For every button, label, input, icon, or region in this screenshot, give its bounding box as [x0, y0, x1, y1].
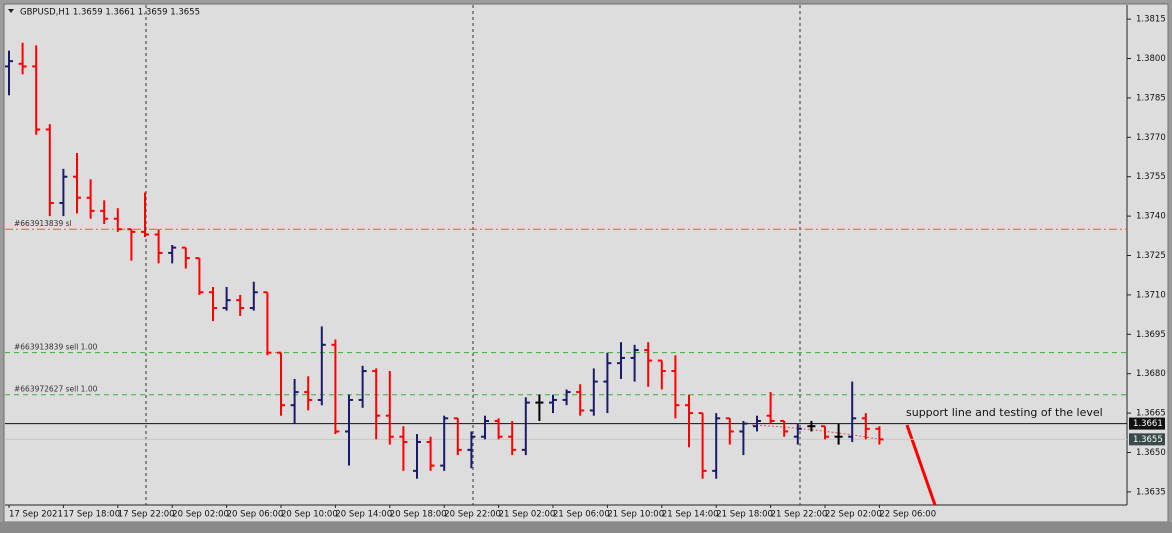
x-tick-label: 20 Sep 18:00	[390, 510, 447, 520]
x-tick-label: 21 Sep 22:00	[771, 510, 828, 520]
x-tick-label: 22 Sep 02:00	[825, 510, 882, 520]
x-tick-label: 21 Sep 10:00	[607, 510, 664, 520]
chart-window	[3, 3, 1169, 523]
bid-label: 1.3661	[1133, 419, 1163, 429]
x-tick-label: 21 Sep 14:00	[662, 510, 719, 520]
x-tick-label: 21 Sep 02:00	[499, 510, 556, 520]
y-tick-label: 1.3680	[1136, 369, 1166, 379]
x-tick-label: 20 Sep 06:00	[227, 510, 284, 520]
menu-arrow[interactable]	[8, 9, 14, 13]
x-tick-label: 17 Sep 22:00	[118, 510, 175, 520]
drawn-zone	[751, 424, 885, 441]
bid-label-box	[1129, 417, 1165, 430]
order-level-label: #663913839 sell 1.00	[14, 343, 98, 352]
ask-label: 1.3655	[1133, 435, 1163, 445]
x-tick-label: 17 Sep 2021	[9, 510, 63, 520]
x-tick-label: 21 Sep 06:00	[553, 510, 610, 520]
y-tick-label: 1.3650	[1136, 448, 1166, 458]
y-tick-label: 1.3710	[1136, 290, 1166, 300]
y-tick-label: 1.3695	[1136, 330, 1166, 340]
ask-label-box	[1129, 433, 1165, 446]
y-tick-label: 1.3755	[1136, 172, 1166, 182]
x-tick-label: 20 Sep 22:00	[444, 510, 501, 520]
tab-bar	[0, 522, 1172, 533]
x-tick-label: 20 Sep 10:00	[281, 510, 338, 520]
x-tick-label: 22 Sep 06:00	[879, 510, 936, 520]
x-tick-label: 21 Sep 18:00	[716, 510, 773, 520]
y-tick-label: 1.3785	[1136, 93, 1166, 103]
annotation: support line and testing of the level	[906, 406, 1103, 419]
y-tick-label: 1.3635	[1136, 487, 1166, 497]
order-level-label: #663972627 sell 1.00	[14, 385, 98, 394]
y-tick-label: 1.3725	[1136, 251, 1166, 261]
y-tick-label: 1.3665	[1136, 409, 1166, 419]
trend-line	[905, 424, 937, 506]
order-level-label: #663913839 sl	[14, 219, 72, 228]
y-tick-label: 1.3800	[1136, 54, 1166, 64]
day-separators	[145, 5, 801, 505]
x-tick-label: 17 Sep 18:00	[63, 510, 120, 520]
chart-title: GBPUSD,H1 1.3659 1.3661 1.3659 1.3655	[20, 8, 200, 18]
x-tick-label: 20 Sep 14:00	[335, 510, 392, 520]
x-tick-label: 20 Sep 02:00	[172, 510, 229, 520]
y-tick-label: 1.3815	[1136, 15, 1166, 25]
y-tick-label: 1.3740	[1136, 212, 1166, 222]
y-tick-label: 1.3770	[1136, 133, 1166, 143]
